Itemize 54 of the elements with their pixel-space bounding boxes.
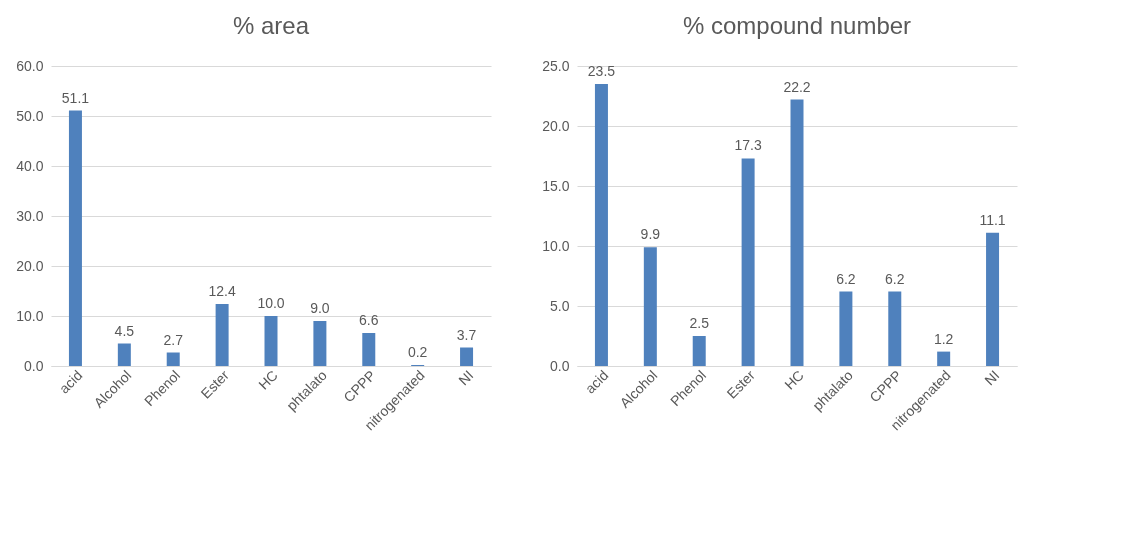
data-label: 22.2 [783,78,811,95]
data-label: 9.9 [640,226,661,243]
data-label: 10.0 [257,295,285,311]
bar [986,232,1000,366]
x-tick-label: HC [255,367,281,393]
bar [888,291,902,366]
bar [215,304,229,366]
bar [937,351,951,366]
data-label: 51.1 [61,89,90,106]
data-label: 12.4 [208,283,236,299]
y-tick-label: 20.0 [542,117,570,134]
y-tick-label: 20.0 [16,257,44,274]
x-tick-label: NI [981,367,1003,389]
chart-title: % area [232,12,310,39]
data-label: 9.0 [310,300,330,316]
x-tick-label: NI [455,367,477,389]
bar [790,99,804,366]
bar [264,316,278,366]
x-tick-label: HC [781,367,807,393]
y-tick-label: 5.0 [550,297,570,314]
data-label: 2.5 [689,315,710,331]
bar [362,333,376,366]
bar [68,110,82,366]
data-label: 0.2 [407,344,428,360]
y-tick-label: 30.0 [16,207,44,224]
data-label: 4.5 [114,322,135,339]
bar [692,336,706,366]
data-label: 6.2 [885,270,905,287]
data-label: 3.7 [456,326,477,343]
bar [839,291,853,366]
bar [643,247,657,366]
bar [166,352,180,366]
bar [741,158,755,366]
data-label: 17.3 [734,137,762,154]
data-label: 23.5 [587,63,616,79]
data-label: 1.2 [933,330,954,347]
y-tick-label: 10.0 [542,237,570,254]
y-tick-label: 0.0 [550,357,570,374]
y-tick-label: 15.0 [542,177,570,194]
y-tick-label: 25.0 [542,57,570,74]
bar [313,321,327,366]
data-label: 6.6 [359,312,379,328]
data-label: 2.7 [163,331,184,348]
bar [594,84,608,366]
data-label: 11.1 [979,211,1006,228]
data-label: 6.2 [836,270,856,287]
y-tick-label: 0.0 [24,357,44,374]
chart-title: % compound number [682,12,912,39]
bar [117,343,131,366]
y-tick-label: 10.0 [16,307,44,324]
y-tick-label: 60.0 [16,57,44,74]
y-tick-label: 50.0 [16,107,44,124]
y-tick-label: 40.0 [16,157,44,174]
bar [460,347,474,366]
